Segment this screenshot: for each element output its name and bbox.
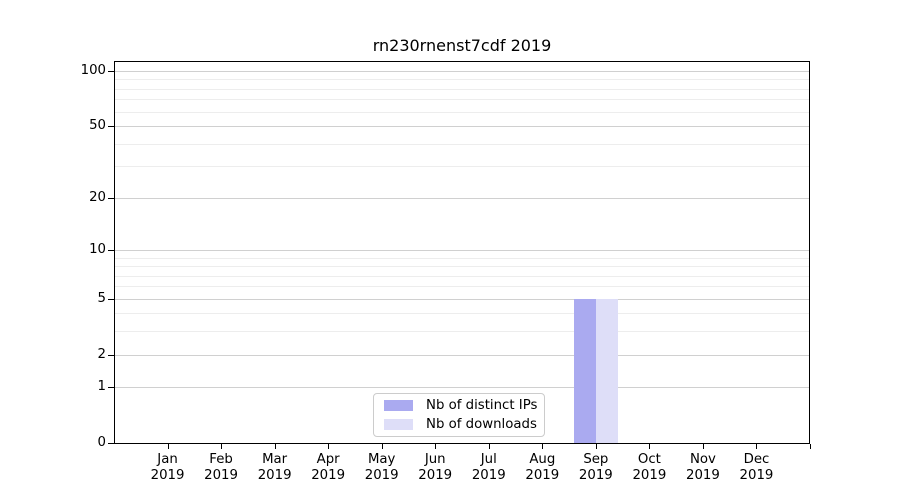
x-tick-mark-edge [810,444,811,449]
x-tick-label: Feb 2019 [191,452,251,484]
x-tick-year: 2019 [257,468,292,483]
y-tick-mark [108,70,114,72]
gridline-minor [114,143,810,145]
x-tick-month: Jul [480,452,497,467]
x-tick-mark [221,444,223,449]
x-tick-label: Jan 2019 [138,452,198,484]
x-tick-mark [702,444,704,449]
gridline-major [114,249,810,251]
x-tick-mark [756,444,758,449]
x-tick-year: 2019 [364,468,399,483]
x-tick-year: 2019 [471,468,506,483]
gridline-minor [114,111,810,113]
x-tick-year: 2019 [632,468,667,483]
gridline-minor [114,275,810,277]
gridline-major [114,354,810,356]
legend-item-distinct-ips: Nb of distinct IPs [374,397,544,414]
x-tick-month: Aug [529,452,556,467]
x-tick-label: Jun 2019 [405,452,465,484]
gridline-major [114,197,810,199]
x-tick-mark [649,444,651,449]
x-tick-month: Jun [424,452,446,467]
y-tick-mark [108,354,114,356]
x-tick-mark [167,444,169,449]
gridline-major [114,387,810,389]
legend: Nb of distinct IPs Nb of downloads [373,393,545,437]
gridline-minor [114,166,810,168]
x-tick-label: Apr 2019 [298,452,358,484]
x-tick-month: Oct [637,452,661,467]
legend-label-downloads: Nb of downloads [426,416,537,432]
y-tick-label: 1 [97,379,106,395]
y-tick-mark [108,126,114,128]
x-tick-month: Jan [157,452,178,467]
x-tick-label: Sep 2019 [566,452,626,484]
gridline-minor [114,331,810,333]
gridline-minor [114,88,810,90]
x-tick-month: Sep [583,452,609,467]
x-tick-mark [381,444,383,449]
x-tick-label: Aug 2019 [512,452,572,484]
x-tick-month: Mar [262,452,288,467]
gridline-minor [114,99,810,101]
y-tick-mark [108,197,114,199]
x-tick-mark [435,444,437,449]
x-tick-mark [595,444,597,449]
y-tick-mark [108,249,114,251]
y-tick-label: 5 [97,290,106,306]
legend-swatch-distinct-ips [384,400,413,412]
y-tick-label: 100 [80,62,106,78]
legend-label-distinct-ips: Nb of distinct IPs [426,398,538,414]
y-tick-mark [108,443,114,445]
plot-area [114,61,810,444]
legend-swatch-downloads [384,418,413,430]
x-tick-year: 2019 [686,468,720,483]
bar-downloads [595,298,618,444]
x-tick-month: May [367,452,396,467]
gridline-major [114,298,810,300]
legend-item-downloads: Nb of downloads [374,416,544,433]
x-tick-year: 2019 [739,468,774,483]
gridline-minor [114,257,810,259]
gridline-major [114,70,810,72]
y-tick-label: 0 [97,435,106,451]
y-tick-mark [108,298,114,300]
chart-title: rn230rnenst7cdf 2019 [372,36,552,55]
y-tick-mark [108,387,114,389]
y-tick-label: 2 [97,346,106,362]
x-tick-label: Nov 2019 [673,452,733,484]
x-tick-mark [488,444,490,449]
gridline-minor [114,313,810,315]
x-tick-year: 2019 [150,468,185,483]
x-tick-mark [328,444,330,449]
x-tick-month: Dec [743,452,770,467]
bar-distinct-ips [573,298,596,444]
x-tick-year: 2019 [578,468,613,483]
x-tick-label: Jul 2019 [459,452,519,484]
x-tick-month: Nov [689,452,716,467]
x-tick-mark [542,444,544,449]
y-tick-label: 20 [89,189,106,205]
y-tick-label: 10 [89,241,106,257]
x-tick-month: Feb [209,452,233,467]
x-tick-year: 2019 [525,468,560,483]
x-tick-label: May 2019 [352,452,412,484]
gridline-minor [114,79,810,81]
x-tick-year: 2019 [204,468,238,483]
x-tick-mark [274,444,276,449]
x-tick-label: Oct 2019 [619,452,679,484]
gridline-major [114,126,810,128]
x-tick-month: Apr [316,452,340,467]
y-tick-label: 50 [89,118,106,134]
gridline-minor [114,266,810,268]
x-tick-label: Mar 2019 [245,452,305,484]
x-tick-year: 2019 [311,468,346,483]
x-tick-label: Dec 2019 [726,452,786,484]
x-tick-year: 2019 [418,468,453,483]
gridline-minor [114,286,810,288]
